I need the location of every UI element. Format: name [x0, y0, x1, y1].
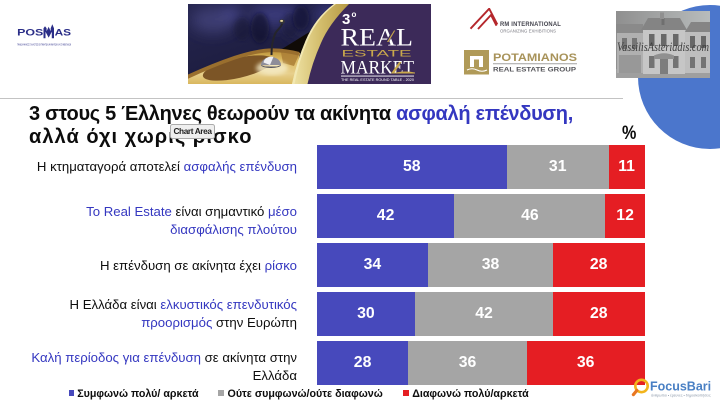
svg-text:ΠΑΝΕΛΛΗΝΙΟΣ ΣΥΛΛΟΓΟΣ ΕΚΤΙΜΗΤΩΝ: ΠΑΝΕΛΛΗΝΙΟΣ ΣΥΛΛΟΓΟΣ ΕΚΤΙΜΗΤΩΝ ΑΚΙΝΗΤΩΝ …: [17, 43, 71, 47]
svg-text:άνθρωποι • έρευνες • δημοσ: άνθρωποι • έρευνες • δημοσκοπήσεις: [651, 394, 711, 398]
svg-text:ο: ο: [352, 10, 357, 19]
svg-text:REAL ESTATE GROUP: REAL ESTATE GROUP: [493, 67, 577, 74]
svg-text:MARKET: MARKET: [341, 58, 415, 79]
svg-text:REAL: REAL: [341, 25, 414, 52]
svg-text:RM INTERNATIONAL: RM INTERNATIONAL: [500, 22, 561, 28]
svg-text:POTAMIANOS: POTAMIANOS: [493, 52, 577, 64]
svg-text:AS: AS: [55, 28, 72, 38]
svg-text:POS: POS: [17, 28, 43, 38]
svg-text:THE REAL ESTATE ROUND TABLE -: THE REAL ESTATE ROUND TABLE - 2020: [341, 78, 414, 82]
svg-text:3: 3: [342, 11, 350, 28]
svg-text:VassilisAsteriadis.com: VassilisAsteriadis.com: [617, 40, 709, 54]
svg-text:FocusBari: FocusBari: [650, 380, 711, 394]
svg-text:ESTATE: ESTATE: [342, 49, 412, 60]
svg-text:ORGANIZING EXHIBITIONS: ORGANIZING EXHIBITIONS: [500, 29, 556, 34]
